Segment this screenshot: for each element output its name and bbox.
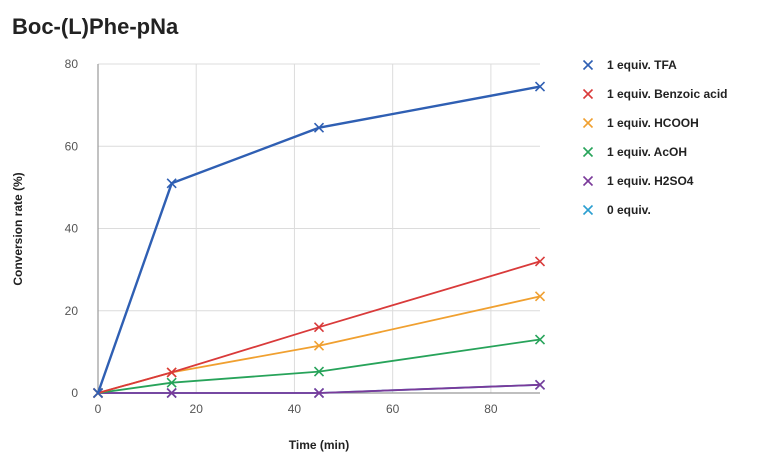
legend-label: 1 equiv. HCOOH bbox=[607, 116, 699, 130]
data-point bbox=[534, 81, 546, 92]
data-point bbox=[534, 256, 546, 267]
series-line-1 bbox=[97, 260, 541, 394]
legend-label: 0 equiv. bbox=[607, 203, 651, 217]
data-point bbox=[313, 366, 325, 377]
y-tick-label: 0 bbox=[71, 386, 78, 400]
legend-label: 1 equiv. H2SO4 bbox=[607, 174, 694, 188]
legend-marker bbox=[582, 175, 594, 187]
x-tick-label: 20 bbox=[190, 402, 204, 416]
series-line-3 bbox=[97, 338, 541, 394]
data-point bbox=[313, 122, 325, 133]
series-line-4 bbox=[98, 383, 541, 394]
y-tick-label: 40 bbox=[65, 222, 79, 236]
legend-marker bbox=[582, 117, 594, 129]
series-lines bbox=[92, 81, 546, 399]
x-tick-label: 40 bbox=[288, 402, 302, 416]
legend-marker bbox=[582, 146, 594, 158]
y-axis-label: Conversion rate (%) bbox=[11, 172, 25, 285]
y-tick-label: 80 bbox=[65, 57, 79, 71]
y-tick-label: 60 bbox=[65, 139, 79, 153]
legend-marker bbox=[582, 204, 594, 216]
legend: 1 equiv. TFA 1 equiv. Benzoic acid 1 equiv… bbox=[582, 58, 727, 217]
legend-marker bbox=[582, 88, 594, 100]
series-line-5 bbox=[98, 383, 541, 394]
x-tick-label: 0 bbox=[95, 402, 102, 416]
data-point bbox=[166, 377, 177, 388]
series-line-0 bbox=[96, 85, 541, 394]
legend-label: 1 equiv. TFA bbox=[607, 58, 677, 72]
data-point bbox=[166, 367, 177, 378]
x-tick-label: 80 bbox=[484, 402, 498, 416]
axes: 0 20 40 60 80 0 20 40 60 80 bbox=[65, 57, 540, 416]
grid-lines bbox=[97, 63, 540, 394]
data-point bbox=[534, 379, 546, 390]
data-point bbox=[166, 387, 177, 399]
chart-title: Boc-(L)Phe-pNa bbox=[12, 14, 179, 39]
legend-label: 1 equiv. AcOH bbox=[607, 145, 687, 159]
x-axis-label: Time (min) bbox=[289, 438, 349, 452]
x-tick-label: 60 bbox=[386, 402, 400, 416]
data-point bbox=[313, 322, 325, 333]
data-point bbox=[166, 178, 177, 189]
data-point bbox=[313, 387, 325, 399]
data-point bbox=[534, 334, 546, 345]
legend-label: 1 equiv. Benzoic acid bbox=[607, 87, 727, 101]
data-point bbox=[92, 387, 104, 399]
data-point bbox=[534, 291, 546, 302]
legend-marker bbox=[582, 59, 594, 71]
y-tick-label: 20 bbox=[65, 304, 79, 318]
data-point bbox=[313, 340, 325, 351]
